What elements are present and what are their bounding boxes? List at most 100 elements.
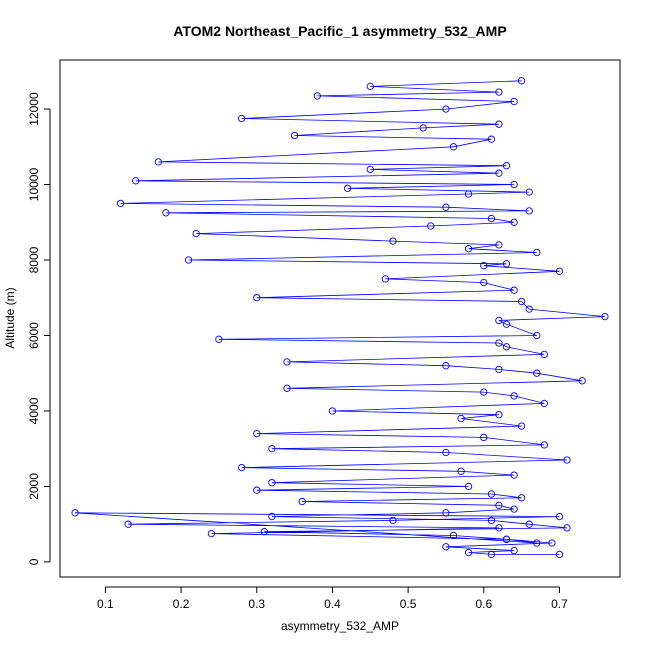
data-point xyxy=(442,203,450,211)
data-point xyxy=(237,463,246,472)
data-point xyxy=(464,548,473,557)
data-point xyxy=(389,516,397,525)
y-tick-label: 0 xyxy=(27,558,41,565)
data-point xyxy=(540,399,548,408)
data-point xyxy=(495,88,503,96)
y-tick-label: 12000 xyxy=(27,92,41,126)
data-point xyxy=(457,467,465,475)
y-axis: 0 2000 4000 6000 8000 10000 12000 xyxy=(27,92,51,565)
data-point xyxy=(480,433,488,442)
series-line xyxy=(75,80,605,555)
data-point xyxy=(502,162,511,170)
data-point xyxy=(525,520,533,528)
data-point xyxy=(132,177,140,185)
x-tick-label: 0.3 xyxy=(248,597,265,611)
y-tick-label: 10000 xyxy=(27,168,41,202)
data-point xyxy=(464,245,473,253)
data-point xyxy=(268,445,276,453)
data-point xyxy=(555,512,564,521)
data-point xyxy=(207,529,216,538)
data-point xyxy=(517,297,526,306)
data-point xyxy=(464,482,473,491)
data-point xyxy=(313,92,321,100)
data-point xyxy=(525,207,533,215)
data-point xyxy=(555,550,564,559)
x-tick-label: 0.2 xyxy=(173,597,190,611)
data-point xyxy=(495,524,503,532)
data-point xyxy=(487,516,496,525)
x-tick-label: 0.1 xyxy=(97,597,114,611)
x-axis-label: asymmetry_532_AMP xyxy=(281,619,399,633)
data-point xyxy=(540,350,548,359)
data-point xyxy=(283,358,291,366)
data-point xyxy=(480,388,488,396)
data-point xyxy=(480,278,488,287)
data-point xyxy=(510,471,518,479)
data-point xyxy=(533,331,541,340)
data-point xyxy=(495,241,503,249)
data-point xyxy=(154,158,163,166)
data-point xyxy=(548,539,556,547)
data-point xyxy=(525,188,533,196)
data-point xyxy=(495,339,503,347)
data-point xyxy=(510,97,518,106)
y-axis-label: Altitude (m) xyxy=(3,287,17,348)
chart-title: ATOM2 Northeast_Pacific_1 asymmetry_532_… xyxy=(173,23,506,39)
plot-frame xyxy=(59,59,621,578)
data-point xyxy=(253,486,261,494)
data-point xyxy=(510,505,518,513)
data-point xyxy=(540,441,548,449)
data-point xyxy=(442,105,450,113)
data-point xyxy=(502,343,511,351)
data-point xyxy=(533,539,541,547)
data-point xyxy=(495,411,503,419)
data-point xyxy=(124,520,132,528)
data-point xyxy=(502,320,511,328)
data-point xyxy=(442,543,450,551)
x-axis: 0.1 0.2 0.3 0.4 0.5 0.6 0.7 xyxy=(97,586,568,611)
data-point xyxy=(510,218,518,226)
data-point xyxy=(517,422,526,430)
data-point xyxy=(366,165,374,174)
y-tick-label: 4000 xyxy=(27,397,41,424)
data-point xyxy=(283,384,291,392)
data-point xyxy=(290,131,299,140)
data-point xyxy=(495,169,503,177)
data-point xyxy=(495,316,503,325)
data-point xyxy=(162,209,170,217)
data-point xyxy=(427,222,435,230)
y-tick-label: 6000 xyxy=(27,322,41,349)
data-point xyxy=(215,335,223,343)
data-point xyxy=(495,365,503,374)
data-point xyxy=(253,294,261,302)
data-point xyxy=(563,456,571,464)
data-point xyxy=(366,82,374,91)
data-point xyxy=(389,237,397,245)
data-point xyxy=(578,377,586,385)
data-point xyxy=(502,535,511,543)
data-point xyxy=(449,143,458,151)
data-point xyxy=(480,262,488,270)
data-point xyxy=(487,550,496,559)
data-point xyxy=(517,77,526,85)
data-point xyxy=(184,256,193,264)
data-point xyxy=(442,509,450,517)
data-point xyxy=(495,120,503,128)
y-tick-label: 8000 xyxy=(27,246,41,273)
data-point xyxy=(502,260,511,268)
x-tick-label: 0.5 xyxy=(400,597,417,611)
data-point xyxy=(487,135,496,143)
data-point xyxy=(533,248,541,257)
data-point xyxy=(457,414,465,423)
data-point xyxy=(510,392,518,400)
data-point xyxy=(298,497,306,506)
data-point xyxy=(237,114,246,123)
data-point xyxy=(487,214,496,223)
data-point xyxy=(419,124,427,132)
data-point xyxy=(495,501,503,509)
data-point xyxy=(487,490,496,498)
data-point xyxy=(268,512,276,521)
data-point xyxy=(517,494,526,502)
x-tick-label: 0.4 xyxy=(324,597,341,611)
